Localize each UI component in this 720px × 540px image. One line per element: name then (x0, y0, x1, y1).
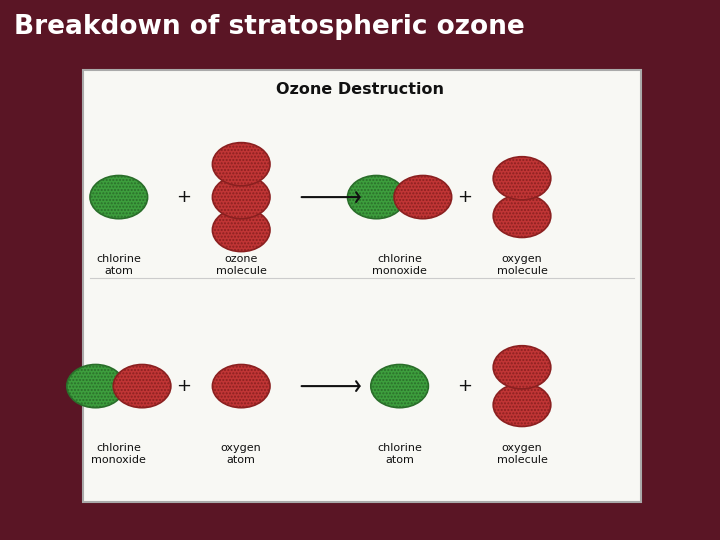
Ellipse shape (493, 346, 551, 389)
Ellipse shape (394, 176, 451, 219)
Ellipse shape (212, 208, 270, 252)
Ellipse shape (493, 157, 551, 200)
Ellipse shape (371, 364, 428, 408)
Text: chlorine
atom: chlorine atom (377, 443, 422, 465)
Ellipse shape (212, 364, 270, 408)
Text: +: + (176, 188, 191, 206)
FancyBboxPatch shape (83, 70, 641, 502)
Ellipse shape (348, 176, 405, 219)
Ellipse shape (90, 176, 148, 219)
Ellipse shape (212, 143, 270, 186)
Text: oxygen
atom: oxygen atom (221, 443, 261, 465)
Text: oxygen
molecule: oxygen molecule (497, 254, 547, 276)
Text: chlorine
monoxide: chlorine monoxide (372, 254, 427, 276)
Text: ozone
molecule: ozone molecule (216, 254, 266, 276)
Ellipse shape (212, 176, 270, 219)
Ellipse shape (113, 364, 171, 408)
Text: oxygen
molecule: oxygen molecule (497, 443, 547, 465)
Text: +: + (457, 377, 472, 395)
Text: chlorine
atom: chlorine atom (96, 254, 141, 276)
Text: chlorine
monoxide: chlorine monoxide (91, 443, 146, 465)
Ellipse shape (493, 383, 551, 427)
Text: +: + (176, 377, 191, 395)
Text: Breakdown of stratospheric ozone: Breakdown of stratospheric ozone (14, 14, 525, 39)
Ellipse shape (493, 194, 551, 238)
Text: +: + (457, 188, 472, 206)
Text: Ozone Destruction: Ozone Destruction (276, 82, 444, 97)
Ellipse shape (67, 364, 125, 408)
